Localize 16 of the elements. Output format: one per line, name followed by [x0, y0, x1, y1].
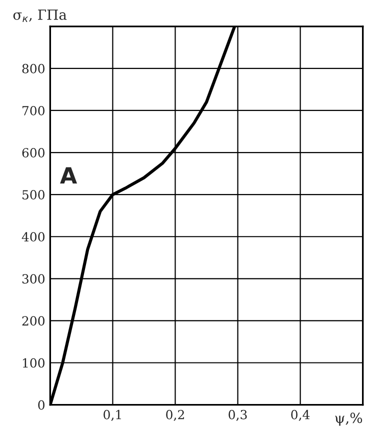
x-tick-label: 0,3: [228, 410, 247, 421]
y-tick-label: 600: [22, 148, 44, 158]
y-tick-label: 700: [22, 106, 44, 116]
x-tick-label: 0,1: [104, 410, 121, 421]
annotation: A: [60, 167, 78, 184]
y-tick-label: 800: [22, 64, 44, 74]
y-tick-label: 100: [22, 358, 44, 368]
y-tick-label: 0: [38, 400, 44, 410]
y-tick-label: 400: [22, 232, 44, 242]
x-axis-title: ψ,%: [335, 412, 362, 426]
y-axis-title: σ$_{к}$, ГПа: [13, 10, 67, 22]
x-tick-label: 0,2: [166, 410, 184, 421]
x-tick-label: 0,4: [291, 410, 310, 421]
y-tick-label: 300: [22, 274, 44, 284]
y-tick-label: 500: [22, 190, 44, 200]
y-tick-label: 200: [22, 316, 44, 326]
